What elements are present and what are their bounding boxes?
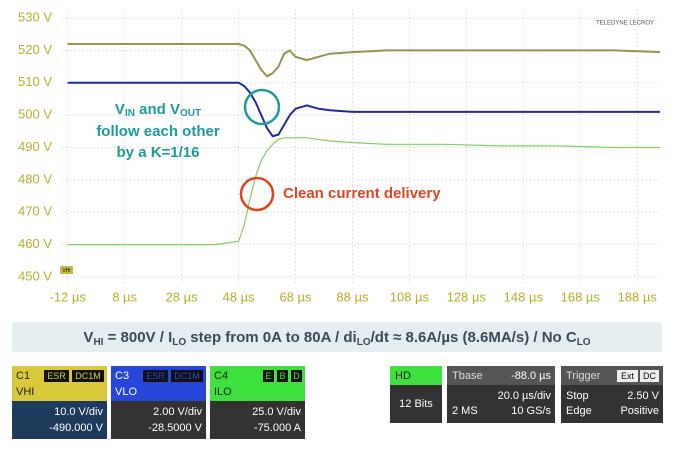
text: step from 0A to 80A / di — [186, 329, 357, 346]
y-tick-label: 520 V — [18, 42, 52, 57]
tag — [291, 370, 302, 382]
panel-text: -88.0 µs — [511, 370, 551, 382]
trace — [67, 137, 660, 246]
panel-text: 2 MS — [452, 405, 478, 417]
x-tick-label: 168 µs — [561, 289, 601, 304]
panel-text: -490.000 V — [49, 422, 103, 434]
x-tick-label: 108 µs — [390, 289, 430, 304]
marker-label: VHI — [62, 268, 70, 274]
panel-text: 12 Bits — [399, 398, 433, 410]
panel-text: DC1M — [174, 371, 200, 381]
panel-text: VLO — [115, 386, 137, 398]
x-tick-label: -12 µs — [49, 289, 86, 304]
panel-text: C3 — [115, 370, 129, 382]
plot: 450 V 460 V 470 V 480 V 490 V 500 V 510 V 520 V… — [18, 10, 661, 304]
y-tick-label: 460 V — [18, 236, 52, 251]
text: LO — [357, 337, 371, 348]
tag — [617, 370, 638, 382]
panel-text: ESR — [47, 371, 66, 381]
panel-text: Tbase — [452, 370, 483, 382]
x-tick-label: 128 µs — [447, 289, 487, 304]
panel-text: ILO — [214, 386, 232, 398]
panel-text: E — [265, 371, 271, 381]
tag — [640, 370, 659, 382]
tag — [44, 370, 69, 382]
annotation-tracking: follow each other — [96, 123, 220, 140]
panel-text: C1 — [16, 370, 30, 382]
y-tick-label: 500 V — [18, 107, 52, 122]
text: V — [115, 101, 125, 118]
channel-body — [111, 401, 206, 439]
panel-text: 25.0 V/div — [252, 406, 301, 418]
panel-text: 20.0 µs/div — [498, 390, 552, 402]
panel-text: Stop — [566, 390, 589, 402]
panel-text: D — [293, 371, 300, 381]
text: V — [83, 329, 93, 346]
x-tick-label: 28 µs — [166, 289, 199, 304]
x-tick-label: 8 µs — [112, 289, 137, 304]
tag — [72, 370, 104, 382]
text: and V — [135, 101, 180, 118]
panel-text: -28.5000 V — [148, 422, 202, 434]
annotation-tracking: by a K=1/16 — [117, 144, 200, 161]
channel-body — [210, 401, 305, 439]
annotation-circle — [239, 176, 275, 212]
panel-text: ESR — [146, 371, 165, 381]
hd-head — [390, 366, 442, 385]
panel-text: B — [279, 371, 285, 381]
y-tick-label: 490 V — [18, 139, 52, 154]
tag — [171, 370, 203, 382]
y-tick-label: 530 V — [18, 10, 52, 25]
panel-text: -75.000 A — [254, 422, 302, 434]
marker-box — [60, 266, 73, 274]
text: IN — [125, 108, 135, 119]
panel-text: 2.50 V — [627, 390, 659, 402]
channel-head — [210, 366, 305, 401]
panel-text: Positive — [620, 405, 659, 417]
panel-text: 2.00 V/div — [153, 406, 202, 418]
trace — [67, 81, 660, 138]
x-tick-label: 188 µs — [618, 289, 658, 304]
annotation-tracking: VIN and VOUT — [115, 101, 201, 119]
tag — [277, 370, 288, 382]
channel-body — [12, 401, 107, 439]
y-tick-label: 450 V — [18, 268, 52, 283]
panel-text: DC1M — [75, 371, 101, 381]
text: /dt ≈ 8.6A/µs (8.6MA/s) / No C — [371, 329, 577, 346]
trace — [67, 43, 661, 78]
x-tick-label: 88 µs — [336, 289, 369, 304]
panel-text: Trigger — [566, 370, 601, 382]
tag — [263, 370, 274, 382]
timebase-head — [447, 366, 555, 385]
panel-text: VHI — [16, 386, 34, 398]
panel-text: HD — [395, 370, 411, 382]
text: OUT — [180, 108, 201, 119]
x-tick-label: 148 µs — [504, 289, 544, 304]
logo: TELEDYNE LECROY — [596, 21, 654, 27]
panel-text: 10.0 V/div — [54, 406, 103, 418]
annotation-circle — [243, 88, 281, 126]
x-tick-label: 48 µs — [223, 289, 256, 304]
y-tick-label: 470 V — [18, 204, 52, 219]
annotation-current: Clean current delivery — [283, 185, 441, 202]
panel-text: Edge — [566, 405, 592, 417]
panel-text: DC — [643, 371, 656, 381]
text: LO — [577, 337, 591, 348]
caption: VHI = 800V / ILO step from 0A to 80A / d… — [83, 329, 590, 348]
panel-text: 10 GS/s — [511, 405, 551, 417]
text: LO — [172, 337, 186, 348]
y-tick-label: 510 V — [18, 74, 52, 89]
caption-bar — [12, 322, 662, 352]
panel-text: Ext — [621, 371, 635, 381]
tag — [143, 370, 168, 382]
panel-text: C4 — [214, 370, 228, 382]
text: HI — [93, 337, 103, 348]
text: = 800V / I — [103, 329, 172, 346]
hd-body — [390, 385, 442, 423]
x-tick-label: 68 µs — [279, 289, 312, 304]
y-tick-label: 480 V — [18, 171, 52, 186]
